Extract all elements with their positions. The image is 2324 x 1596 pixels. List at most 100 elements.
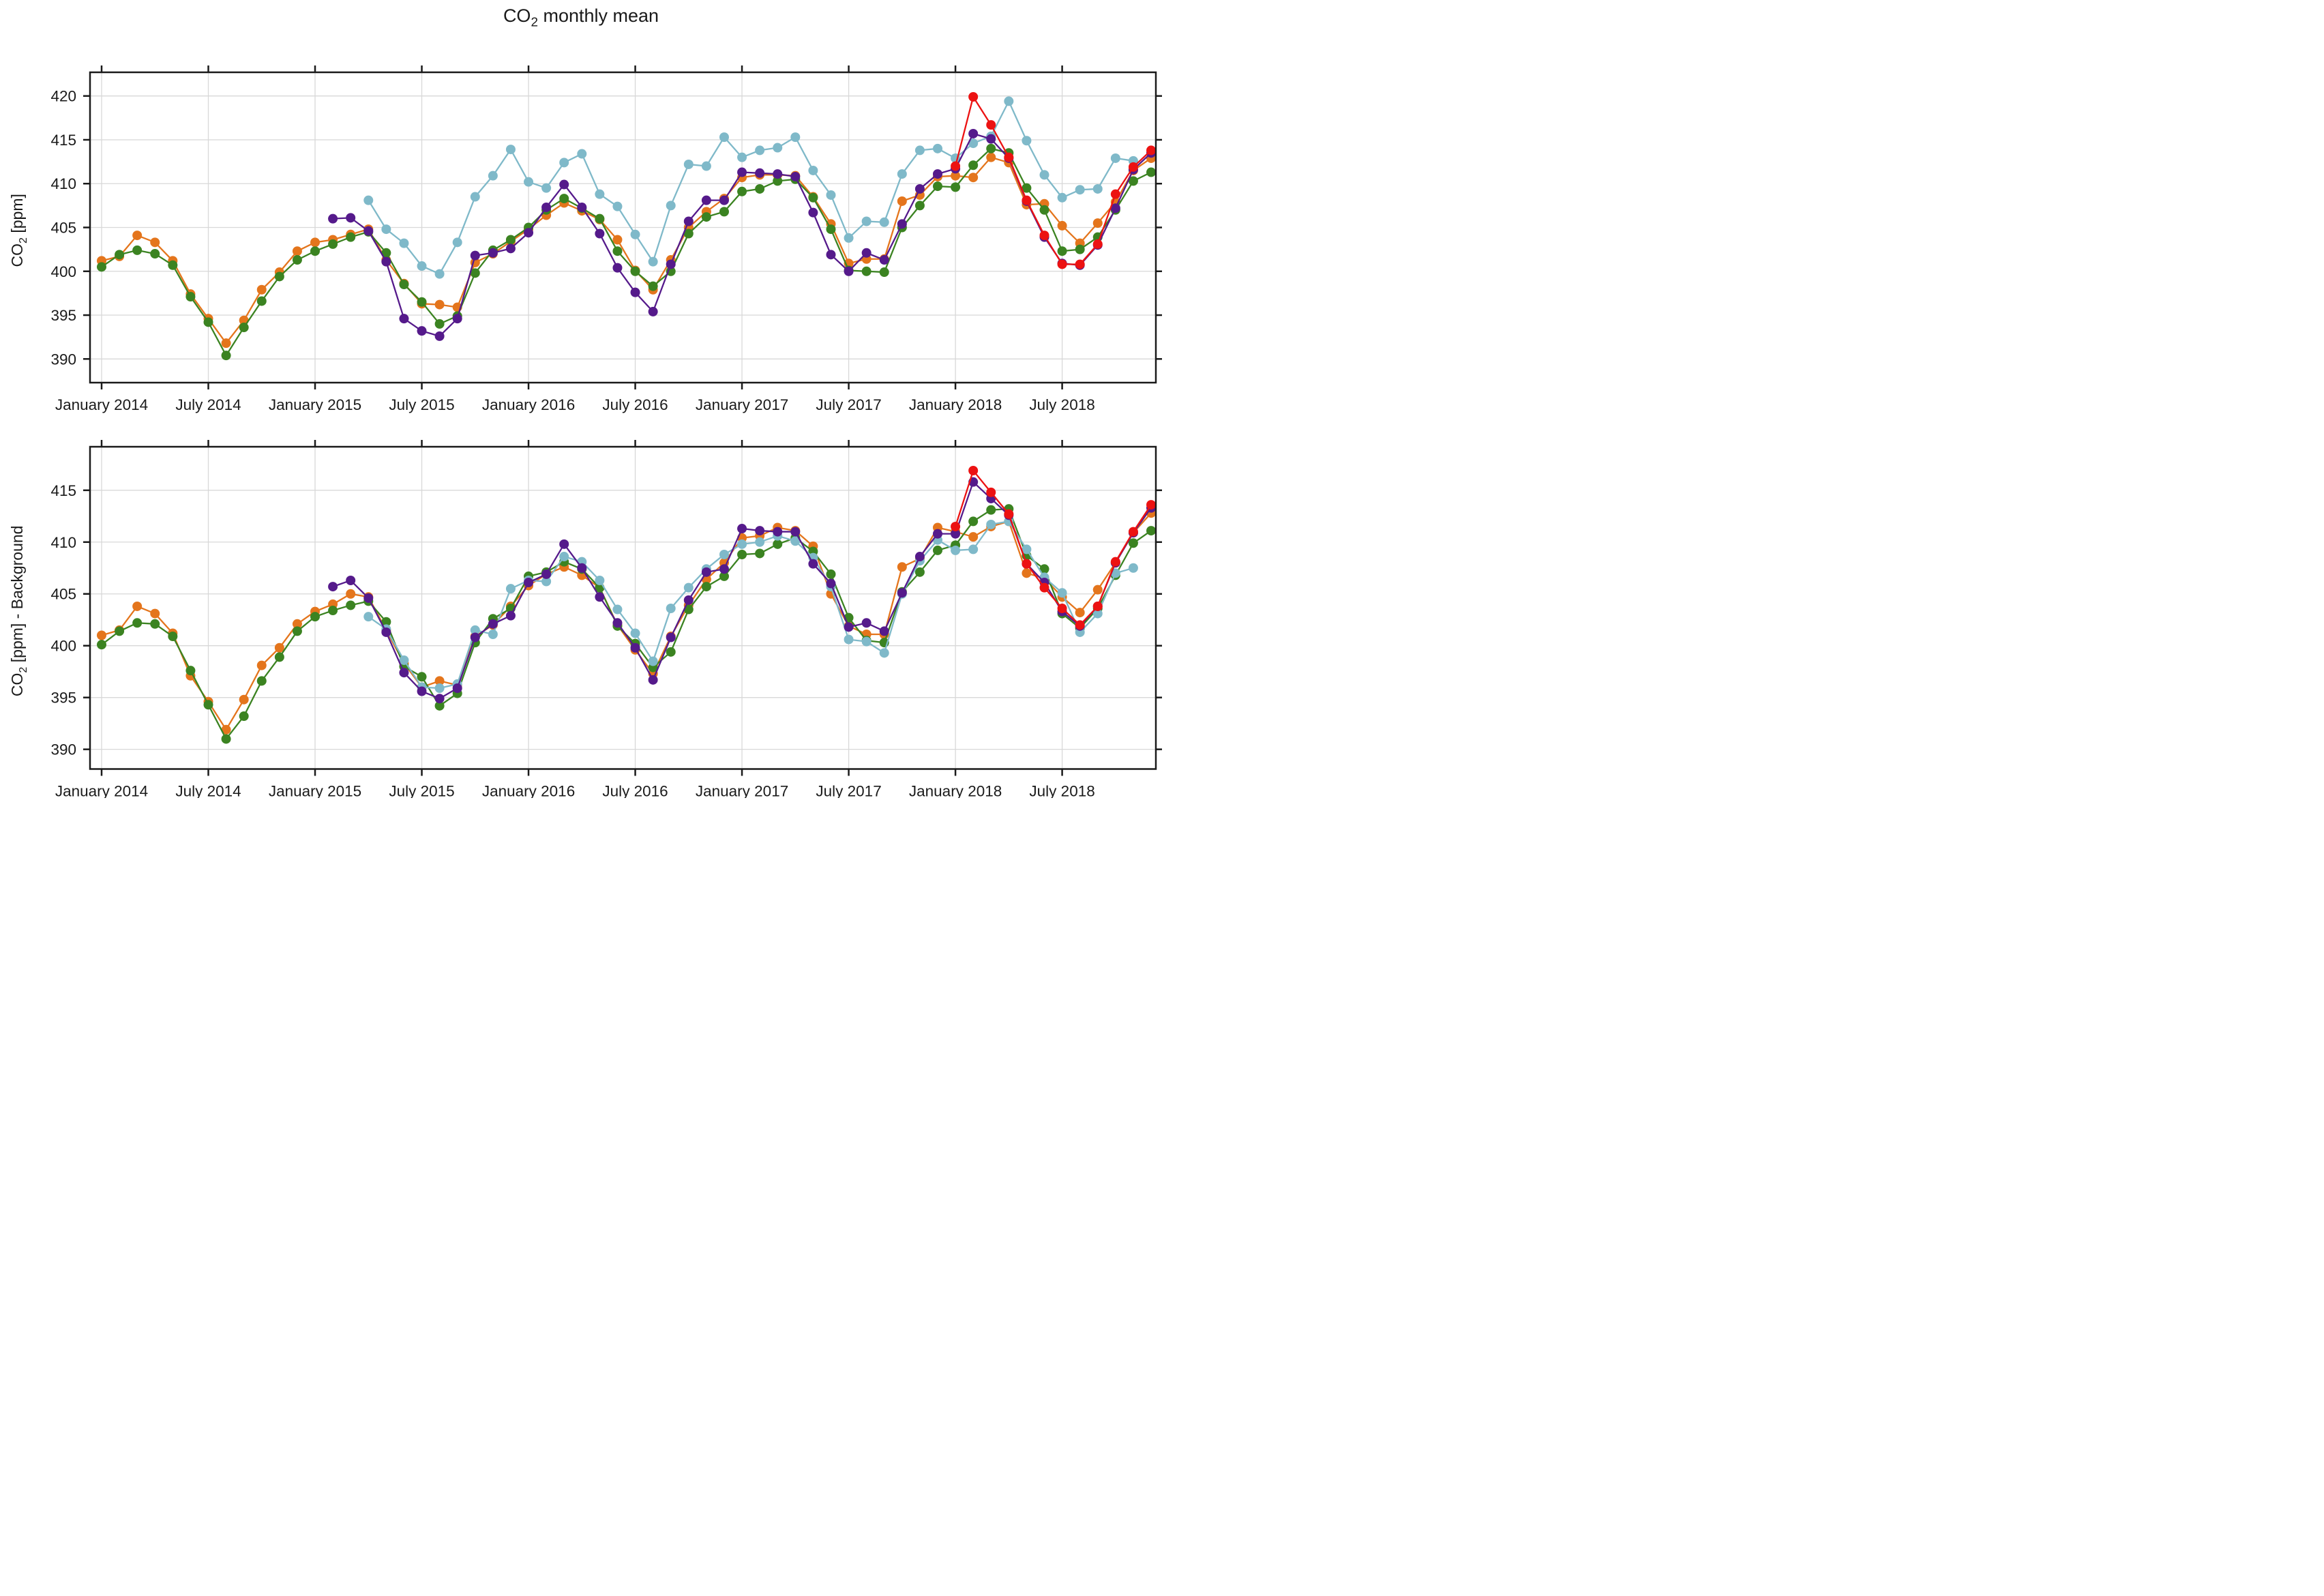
y-tick-label: 420: [50, 88, 76, 105]
data-point-red: [1039, 582, 1049, 593]
data-point-red: [1039, 231, 1049, 241]
gridlines: [90, 72, 1156, 383]
data-point-purple: [434, 694, 445, 704]
series-orange: [97, 152, 1157, 349]
data-point-lightblue: [879, 648, 889, 658]
data-point-lightblue: [701, 161, 711, 171]
x-tick-labels: January 2014 July 2014 January 2015 July 20…: [55, 783, 1095, 799]
data-point-lightblue: [683, 582, 694, 593]
data-point-green: [719, 571, 729, 581]
data-point-green: [168, 632, 178, 642]
data-point-lightblue: [1075, 185, 1085, 195]
data-point-green: [755, 548, 765, 559]
y-tick-labels: 390 395 400 405 410 415: [50, 482, 76, 758]
data-point-lightblue: [363, 195, 374, 205]
data-point-green: [328, 606, 338, 616]
data-point-green: [274, 652, 284, 662]
data-point-green: [1146, 526, 1157, 536]
y-tick-label: 400: [50, 263, 76, 280]
co2-monthly-mean-minus-background-plot: January 2014 July 2014 January 2015 July 20…: [50, 440, 1162, 798]
data-point-orange: [968, 532, 979, 542]
data-point-red: [1092, 239, 1103, 249]
data-point-red: [1057, 604, 1067, 614]
data-point-lightblue: [666, 201, 676, 211]
data-point-lightblue: [1004, 96, 1014, 106]
y-tick-label: 415: [50, 132, 76, 149]
data-point-orange: [986, 152, 996, 162]
data-point-orange: [968, 173, 979, 183]
x-tick-label: July 2014: [175, 396, 241, 413]
data-point-orange: [256, 660, 267, 670]
data-point-green: [310, 612, 321, 622]
data-point-lightblue: [541, 183, 552, 193]
data-point-orange: [221, 724, 231, 735]
data-point-red: [968, 91, 979, 102]
x-tick-label: July 2014: [175, 783, 241, 799]
data-point-green: [97, 640, 106, 650]
data-point-purple: [719, 195, 729, 205]
data-point-red: [951, 521, 961, 531]
data-point-purple: [417, 326, 427, 336]
data-point-green: [968, 160, 979, 171]
data-point-green: [381, 617, 391, 627]
data-point-green: [595, 213, 605, 224]
series-lightblue: [363, 516, 1138, 693]
data-point-lightblue: [897, 169, 907, 179]
data-point-lightblue: [968, 544, 979, 555]
data-point-lightblue: [951, 545, 961, 555]
co2-monthly-mean-plot: January 2014 July 2014 January 2015 July 20…: [50, 65, 1162, 413]
data-point-green: [274, 271, 284, 282]
data-point-purple: [524, 228, 534, 238]
data-point-green: [755, 183, 765, 194]
data-point-purple: [737, 167, 747, 177]
data-point-green: [292, 255, 302, 265]
gridlines: [90, 447, 1156, 769]
data-point-red: [1057, 259, 1067, 269]
data-point-purple: [595, 592, 605, 602]
x-tick-label: January 2014: [55, 396, 148, 413]
data-point-purple: [666, 632, 676, 642]
data-point-green: [826, 224, 836, 235]
data-point-orange: [239, 694, 249, 705]
data-point-green: [505, 235, 516, 245]
data-point-green: [879, 267, 889, 278]
data-point-green: [115, 250, 125, 260]
data-point-lightblue: [648, 656, 658, 666]
data-point-purple: [328, 213, 338, 224]
data-point-purple: [612, 263, 623, 273]
data-point-orange: [346, 589, 356, 599]
data-point-purple: [381, 256, 391, 267]
data-point-green: [648, 281, 658, 291]
data-point-green: [310, 246, 321, 256]
x-tick-labels: January 2014 July 2014 January 2015 July 20…: [55, 396, 1095, 413]
data-point-purple: [666, 259, 676, 269]
data-point-purple: [363, 593, 374, 603]
data-point-green: [773, 176, 783, 186]
data-point-purple: [559, 179, 569, 190]
data-point-lightblue: [790, 132, 801, 143]
data-point-green: [1039, 205, 1049, 215]
data-point-green: [221, 734, 231, 744]
data-point-orange: [256, 284, 267, 295]
axis-ticks: [83, 440, 1162, 776]
data-point-green: [932, 181, 942, 192]
data-point-lightblue: [1110, 568, 1120, 578]
chart-title: CO2 monthly mean: [503, 5, 659, 30]
data-point-green: [701, 212, 711, 222]
x-tick-label: January 2018: [909, 783, 1002, 799]
data-point-red: [1146, 500, 1157, 510]
data-point-purple: [417, 686, 427, 696]
y-tick-label: 415: [50, 482, 76, 499]
data-point-green: [861, 266, 872, 276]
data-point-green: [1128, 538, 1138, 548]
data-point-red: [1022, 559, 1032, 569]
data-point-orange: [1057, 220, 1067, 231]
y-tick-label: 390: [50, 351, 76, 368]
x-tick-label: January 2018: [909, 396, 1002, 413]
data-point-green: [221, 351, 231, 361]
data-point-purple: [790, 171, 801, 181]
data-point-purple: [790, 527, 801, 537]
data-point-green: [203, 317, 213, 327]
data-point-green: [559, 194, 569, 204]
data-point-purple: [897, 588, 907, 598]
